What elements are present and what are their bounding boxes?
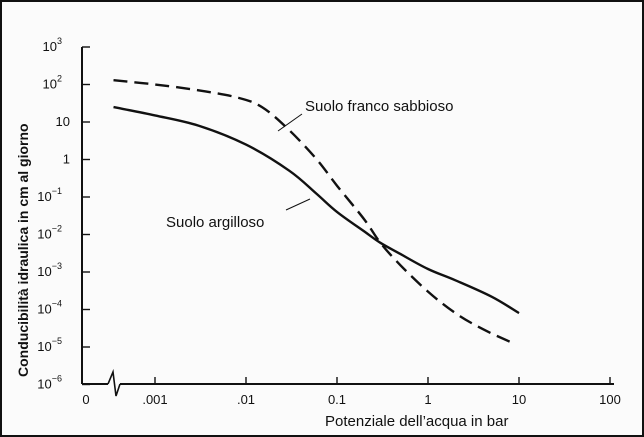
y-tick-base: 10 bbox=[43, 39, 57, 54]
y-tick-exponent: −1 bbox=[52, 186, 62, 196]
y-tick-label: 103 bbox=[43, 36, 62, 54]
y-tick-exponent: −3 bbox=[52, 261, 62, 271]
y-tick-base: 10 bbox=[37, 227, 51, 242]
series-layer bbox=[113, 79, 520, 346]
series-line-clay bbox=[113, 105, 520, 315]
x-tick-label: 0.1 bbox=[328, 392, 346, 407]
clay-leader-line bbox=[285, 198, 311, 211]
y-tick-exponent: −5 bbox=[52, 336, 62, 346]
y-tick-label: 10 bbox=[56, 114, 70, 129]
x-tick-label: 0 bbox=[82, 392, 89, 407]
y-tick-exponent: −4 bbox=[52, 299, 62, 309]
y-axis-title: Conducibilità idraulica in cm al giorno bbox=[15, 123, 31, 377]
series-line-sandy-loam bbox=[113, 79, 516, 346]
y-tick-exponent: 3 bbox=[57, 36, 62, 46]
series-label-sandy-loam: Suolo franco sabbioso bbox=[305, 98, 453, 115]
y-tick-label: 10−4 bbox=[37, 299, 62, 317]
y-tick-label: 10−1 bbox=[37, 186, 62, 204]
y-tick-base: 10 bbox=[56, 114, 70, 129]
y-tick-label: 10−5 bbox=[37, 336, 62, 354]
y-tick-base: 10 bbox=[37, 377, 51, 392]
y-tick-label: 10−2 bbox=[37, 224, 62, 242]
y-tick-exponent: −2 bbox=[52, 224, 62, 234]
y-tick-label: 102 bbox=[43, 74, 62, 92]
y-tick-base: 10 bbox=[37, 189, 51, 204]
x-axis-title: Potenziale dell’acqua in bar bbox=[325, 413, 508, 430]
y-tick-base: 10 bbox=[37, 264, 51, 279]
series-label-clay: Suolo argilloso bbox=[166, 214, 264, 231]
y-tick-exponent: 2 bbox=[57, 74, 62, 84]
x-tick-label: 100 bbox=[599, 392, 621, 407]
y-tick-base: 10 bbox=[43, 77, 57, 92]
x-tick-label: .001 bbox=[142, 392, 167, 407]
x-ticks: 0 .001 .01 0.1 1 10 100 bbox=[82, 377, 621, 407]
x-tick-label: .01 bbox=[237, 392, 255, 407]
x-tick-label: 1 bbox=[424, 392, 431, 407]
y-tick-base: 1 bbox=[63, 152, 70, 167]
x-axis-break bbox=[107, 368, 121, 397]
sandy-loam-leader-line bbox=[277, 113, 303, 132]
x-tick-label: 10 bbox=[512, 392, 526, 407]
y-tick-label: 10−3 bbox=[37, 261, 62, 279]
y-tick-base: 10 bbox=[37, 339, 51, 354]
y-tick-label: 10−6 bbox=[37, 374, 62, 392]
y-tick-base: 10 bbox=[37, 302, 51, 317]
y-tick-exponent: −6 bbox=[52, 374, 62, 384]
y-tick-label: 1 bbox=[63, 152, 70, 167]
